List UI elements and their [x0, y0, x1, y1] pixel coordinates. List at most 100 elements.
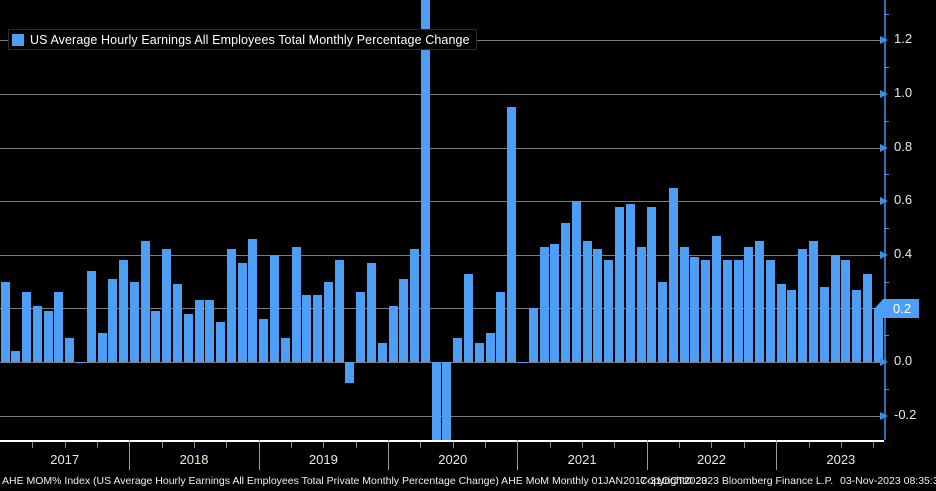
chart-bar[interactable]	[97, 332, 107, 362]
chart-bar[interactable]	[399, 278, 409, 362]
chart-bar[interactable]	[658, 281, 668, 362]
chart-bar[interactable]	[765, 260, 775, 362]
chart-legend[interactable]: US Average Hourly Earnings All Employees…	[8, 29, 477, 50]
chart-bar[interactable]	[323, 281, 333, 362]
x-axis-year-separator	[517, 440, 519, 470]
chart-bar[interactable]	[259, 319, 269, 362]
chart-bar[interactable]	[129, 281, 139, 362]
chart-bar[interactable]	[528, 308, 538, 362]
chart-bar[interactable]	[270, 254, 279, 362]
chart-bar[interactable]	[701, 260, 711, 362]
chart-bar[interactable]	[86, 270, 96, 362]
chart-bar[interactable]	[431, 362, 441, 440]
y-axis-label: 0.8	[894, 138, 913, 154]
chart-bar[interactable]	[280, 337, 290, 362]
chart-bar[interactable]	[582, 241, 592, 362]
chart-bar[interactable]	[873, 308, 883, 362]
chart-bar[interactable]	[787, 289, 797, 362]
chart-bar[interactable]	[517, 362, 527, 363]
chart-bar[interactable]	[841, 260, 851, 362]
chart-bar[interactable]	[43, 311, 53, 362]
chart-bar[interactable]	[690, 257, 700, 362]
chart-bar[interactable]	[819, 286, 829, 362]
chart-bar[interactable]	[313, 295, 323, 362]
chart-bar[interactable]	[356, 292, 366, 362]
chart-bar[interactable]	[75, 362, 85, 363]
chart-bar[interactable]	[248, 238, 258, 362]
chart-bar[interactable]	[679, 246, 689, 362]
chart-bar[interactable]	[420, 0, 430, 362]
chart-bar[interactable]	[561, 222, 571, 362]
x-axis-minor-tick	[194, 442, 196, 448]
chart-bar[interactable]	[388, 305, 398, 362]
chart-bar[interactable]	[291, 246, 301, 362]
chart-bar[interactable]	[539, 246, 549, 362]
status-bar: AHE MOM% Index (US Average Hourly Earnin…	[0, 474, 936, 491]
y-axis-minor-tick	[884, 13, 889, 15]
chart-bar[interactable]	[140, 241, 150, 362]
chart-bar[interactable]	[755, 241, 765, 362]
chart-bar[interactable]	[11, 351, 21, 362]
y-tick-arrow-icon	[880, 197, 888, 206]
chart-bar[interactable]	[345, 362, 355, 384]
chart-bar[interactable]	[464, 273, 474, 362]
chart-bar[interactable]	[625, 203, 635, 362]
y-tick-arrow-icon	[880, 358, 888, 366]
x-axis-year-label: 2023	[826, 452, 856, 467]
chart-bar[interactable]	[377, 343, 387, 362]
x-axis-year-label: 2022	[697, 452, 726, 467]
chart-bar[interactable]	[733, 260, 743, 362]
chart-bar[interactable]	[496, 292, 506, 362]
chart-bar[interactable]	[776, 284, 786, 362]
chart-bar[interactable]	[302, 295, 312, 362]
chart-bar[interactable]	[183, 313, 193, 362]
chart-bar[interactable]	[442, 362, 452, 440]
chart-bar[interactable]	[474, 343, 484, 362]
chart-bar[interactable]	[119, 260, 129, 362]
chart-bar[interactable]	[571, 201, 581, 362]
chart-bar[interactable]	[614, 206, 624, 362]
chart-bar[interactable]	[65, 337, 75, 362]
chart-bar[interactable]	[636, 246, 646, 362]
chart-bar[interactable]	[108, 278, 118, 362]
chart-bar[interactable]	[453, 337, 463, 362]
chart-bar[interactable]	[151, 311, 161, 362]
chart-bar[interactable]	[744, 246, 754, 362]
chart-bar[interactable]	[647, 206, 657, 362]
y-tick-arrow-icon	[880, 411, 888, 420]
chart-bar[interactable]	[367, 262, 377, 362]
x-axis-year-label: 2017	[50, 452, 80, 467]
chart-bar[interactable]	[830, 254, 840, 362]
chart-bar[interactable]	[668, 187, 678, 362]
chart-bar[interactable]	[852, 289, 862, 362]
x-axis-minor-tick	[840, 442, 842, 448]
chart-bar[interactable]	[162, 249, 172, 362]
chart-bar[interactable]	[507, 107, 517, 362]
chart-bar[interactable]	[711, 236, 721, 362]
gridline	[0, 254, 884, 256]
chart-bar[interactable]	[32, 305, 42, 362]
chart-bar[interactable]	[54, 292, 64, 362]
chart-bar[interactable]	[604, 260, 614, 362]
chart-bar[interactable]	[226, 249, 236, 362]
chart-bar[interactable]	[334, 260, 344, 362]
x-axis-year-label: 2020	[438, 452, 468, 467]
chart-bar[interactable]	[216, 321, 226, 362]
y-axis-current-value-badge: 0.2	[874, 298, 920, 318]
chart-bar[interactable]	[22, 292, 32, 362]
chart-bar[interactable]	[593, 249, 603, 362]
chart-bar[interactable]	[0, 281, 10, 362]
chart-bar[interactable]	[205, 300, 215, 362]
chart-bar[interactable]	[194, 300, 204, 362]
x-axis-spine	[0, 440, 884, 442]
chart-bar[interactable]	[809, 241, 818, 362]
chart-bar[interactable]	[485, 332, 495, 362]
chart-bar[interactable]	[550, 244, 560, 362]
chart-bar[interactable]	[410, 249, 420, 362]
chart-bar[interactable]	[237, 262, 247, 362]
x-axis-minor-tick	[291, 442, 293, 448]
chart-bar[interactable]	[862, 273, 872, 362]
chart-bar[interactable]	[172, 284, 182, 362]
chart-bar[interactable]	[798, 249, 808, 362]
chart-bar[interactable]	[722, 260, 732, 362]
